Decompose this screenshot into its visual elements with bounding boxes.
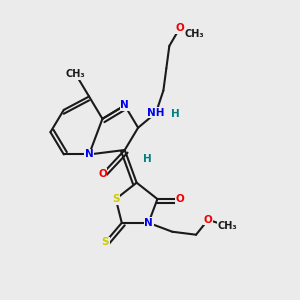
Text: O: O (175, 23, 184, 33)
Text: H: H (143, 154, 152, 164)
Text: O: O (98, 169, 107, 179)
Text: NH: NH (147, 108, 165, 118)
Text: S: S (112, 194, 120, 204)
Text: N: N (144, 218, 153, 228)
Text: CH₃: CH₃ (66, 69, 86, 79)
Text: CH₃: CH₃ (185, 29, 204, 39)
Text: N: N (120, 100, 129, 110)
Text: N: N (85, 149, 93, 160)
Text: O: O (175, 194, 184, 204)
Text: CH₃: CH₃ (218, 221, 237, 231)
Text: H: H (171, 109, 180, 119)
Text: O: O (204, 215, 212, 225)
Text: S: S (102, 237, 109, 247)
